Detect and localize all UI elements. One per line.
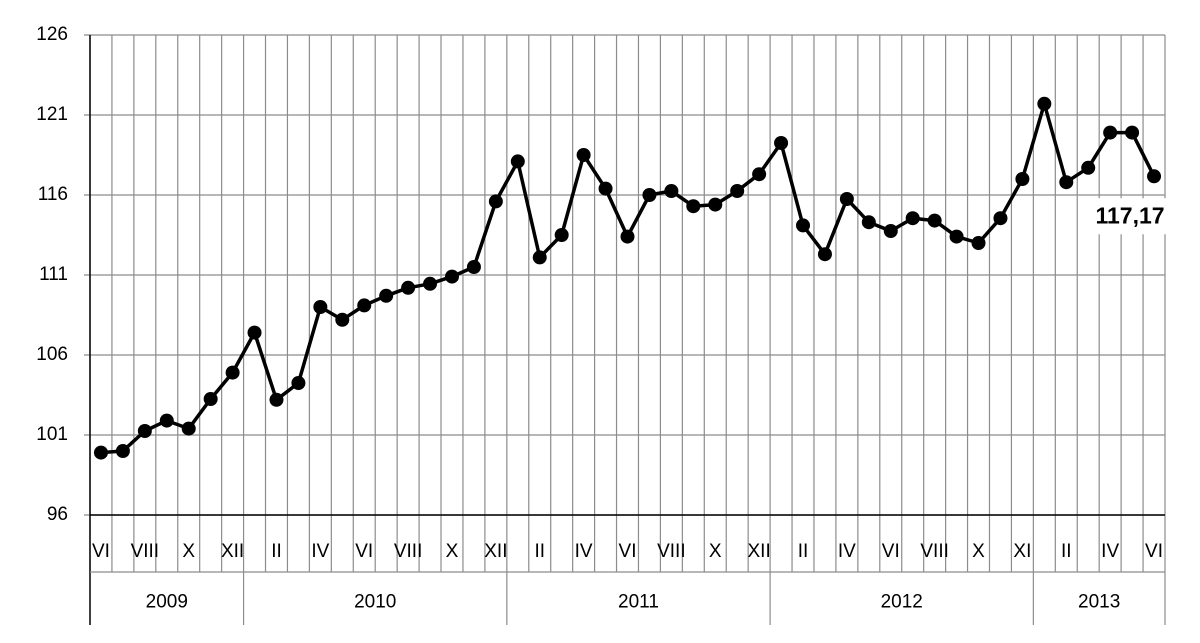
- x-tick-label: VIII: [657, 541, 686, 562]
- data-point: [686, 199, 701, 214]
- data-point: [1037, 96, 1052, 111]
- data-point: [664, 184, 679, 198]
- data-point: [159, 413, 174, 428]
- data-point: [730, 184, 745, 198]
- y-tick-label: 116: [38, 184, 68, 205]
- x-tick-label: II: [534, 541, 545, 562]
- data-point: [423, 276, 438, 291]
- data-point: [927, 213, 942, 228]
- y-tick-label: 101: [36, 424, 68, 445]
- x-tick-label: VIII: [920, 541, 949, 562]
- x-tick-label: IV: [1101, 541, 1119, 562]
- data-point: [796, 218, 811, 233]
- data-point: [93, 445, 108, 460]
- x-tick-label: VI: [355, 541, 373, 562]
- data-point: [357, 298, 372, 313]
- label-background: [1084, 198, 1177, 235]
- x-tick-label: VIII: [394, 541, 423, 562]
- x-tick-label: IV: [311, 541, 329, 562]
- x-tick-label: X: [182, 541, 195, 562]
- x-tick-label: XII: [748, 541, 771, 562]
- data-point: [1125, 125, 1140, 140]
- data-point: [532, 250, 547, 265]
- data-point: [181, 421, 196, 436]
- data-point: [203, 392, 218, 406]
- data-point: [401, 280, 416, 295]
- x-tick-label: VI: [882, 541, 900, 562]
- data-point: [1081, 160, 1096, 175]
- data-point: [576, 148, 591, 162]
- data-point: [971, 236, 986, 250]
- data-label: 117,17: [1095, 202, 1164, 228]
- y-tick-label: 121: [36, 104, 68, 125]
- data-point: [774, 136, 789, 150]
- data-point: [1147, 169, 1162, 184]
- y-tick-label: 96: [47, 504, 68, 525]
- x-group-label: 2012: [881, 592, 923, 613]
- x-tick-label: II: [1061, 541, 1072, 562]
- x-tick-label: VIII: [131, 541, 160, 562]
- data-point: [554, 228, 569, 242]
- series-line: [100, 102, 1156, 455]
- x-group-label: 2013: [1078, 592, 1120, 613]
- data-point: [269, 392, 284, 407]
- data-point: [379, 288, 394, 303]
- x-tick-label: XII: [221, 541, 244, 562]
- x-tick-label: II: [271, 541, 282, 562]
- data-point: [115, 444, 130, 458]
- data-point: [839, 192, 854, 206]
- data-point: [488, 194, 503, 209]
- x-tick-label: VI: [92, 541, 110, 562]
- data-point: [225, 365, 240, 380]
- data-point: [883, 224, 898, 238]
- data-point: [620, 229, 635, 244]
- data-point: [861, 215, 876, 230]
- data-point: [993, 211, 1008, 226]
- x-tick-label: XII: [484, 541, 507, 562]
- data-point: [598, 181, 613, 196]
- data-point: [247, 325, 262, 340]
- data-point: [1059, 175, 1074, 190]
- data-point: [1015, 172, 1030, 186]
- data-point: [949, 229, 964, 244]
- x-tick-label: X: [709, 541, 722, 562]
- x-tick-label: VI: [619, 541, 637, 562]
- x-tick-label: XI: [1013, 541, 1031, 562]
- data-point: [510, 154, 525, 169]
- x-group-label: 2009: [146, 592, 188, 613]
- x-tick-label: X: [972, 541, 985, 562]
- x-tick-label: X: [446, 541, 459, 562]
- x-tick-label: IV: [575, 541, 593, 562]
- data-point: [313, 300, 328, 314]
- data-point: [817, 247, 832, 262]
- x-tick-label: IV: [838, 541, 856, 562]
- data-point: [708, 197, 723, 212]
- y-tick-label: 126: [36, 24, 68, 45]
- x-tick-label: II: [798, 541, 809, 562]
- data-point: [137, 424, 152, 438]
- data-point: [752, 167, 767, 182]
- data-point: [905, 211, 920, 226]
- data-point: [466, 260, 481, 274]
- data-point: [1103, 125, 1118, 140]
- x-group-label: 2010: [354, 592, 396, 613]
- x-group-label: 2011: [618, 592, 659, 613]
- y-tick-label: 111: [39, 264, 68, 285]
- y-tick-label: 106: [36, 344, 68, 365]
- data-point: [291, 376, 306, 390]
- data-point: [335, 312, 350, 327]
- x-tick-label: VI: [1145, 541, 1163, 562]
- data-point: [642, 188, 657, 202]
- data-point: [444, 269, 459, 284]
